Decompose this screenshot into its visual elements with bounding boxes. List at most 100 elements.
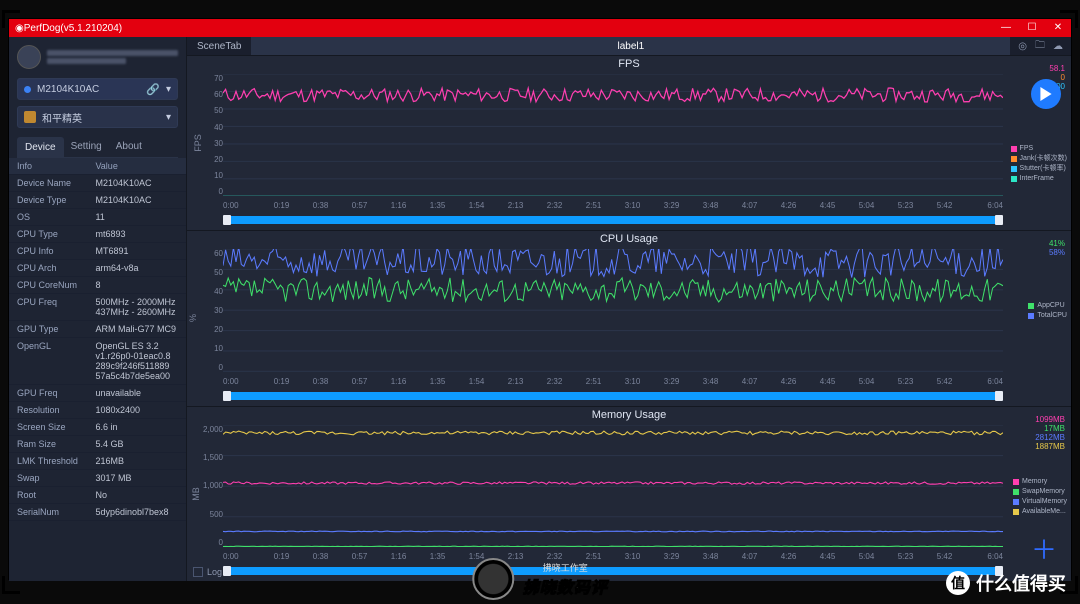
col-info: Info [9, 158, 87, 175]
x-ticks: 0:000:190:380:571:161:351:542:132:322:51… [223, 377, 1003, 386]
device-selector-label: M2104K10AC [37, 84, 99, 95]
watermark: 值 什么值得买 [946, 570, 1066, 596]
badge-line1: 拂晓工作室 [523, 561, 608, 574]
panel-cpu: CPU Usage%60504030201000:000:190:380:571… [187, 230, 1071, 405]
y-axis-label: % [188, 314, 198, 322]
info-key: CPU Type [9, 226, 87, 243]
checkbox-icon [193, 567, 203, 577]
table-row: Resolution1080x2400 [9, 402, 186, 419]
slider-handle-left[interactable] [223, 215, 231, 225]
info-key: LMK Threshold [9, 453, 87, 470]
table-row: CPU CoreNum8 [9, 277, 186, 294]
slider-handle-right[interactable] [995, 391, 1003, 401]
log-checkbox[interactable]: Log [193, 567, 222, 577]
link-icon[interactable]: 🔗 [146, 83, 160, 96]
table-row: CPU InfoMT6891 [9, 243, 186, 260]
info-value: M2104K10AC [87, 192, 186, 209]
info-value: M2104K10AC [87, 175, 186, 192]
chart-title: CPU Usage [187, 233, 1071, 245]
chart-plot[interactable] [223, 425, 1003, 547]
app-selector-label: 和平精英 [42, 110, 82, 125]
table-row: Screen Size6.6 in [9, 419, 186, 436]
user-block [9, 37, 186, 75]
time-range-slider[interactable] [223, 216, 1003, 224]
table-row: CPU Freq500MHz - 2000MHz437MHz - 2600MHz [9, 294, 186, 321]
info-value: No [87, 487, 186, 504]
chart-legend: MemorySwapMemoryVirtualMemoryAvailableMe… [1013, 477, 1067, 517]
chart-readout: 41%58% [1049, 239, 1065, 257]
tab-about[interactable]: About [109, 137, 149, 157]
app-selector[interactable]: 和平精英 ▾ [17, 106, 178, 128]
cloud-icon[interactable]: ☁ [1053, 41, 1063, 52]
locate-icon[interactable]: ◎ [1018, 41, 1027, 52]
maximize-button[interactable]: ☐ [1019, 19, 1045, 37]
info-key: OS [9, 209, 87, 226]
y-ticks: 706050403020100 [199, 74, 223, 196]
content-tools: ◎ 🗀 ☁ [1010, 37, 1071, 55]
slider-handle-left[interactable] [223, 566, 231, 576]
chart-plot[interactable] [223, 74, 1003, 196]
x-ticks: 0:000:190:380:571:161:351:542:132:322:51… [223, 201, 1003, 210]
app-window: ◉ PerfDog(v5.1.210204) — ☐ ✕ M2104K10AC … [8, 18, 1072, 580]
watermark-circle: 值 [946, 571, 970, 595]
label-tab[interactable]: label1 [252, 37, 1010, 55]
time-range-slider[interactable] [223, 567, 1003, 575]
info-value: arm64-v8a [87, 260, 186, 277]
tab-device[interactable]: Device [17, 137, 64, 157]
info-value: mt6893 [87, 226, 186, 243]
charts: ＋ FPSFPS7060504030201000:000:190:380:571… [187, 55, 1071, 581]
info-key: GPU Freq [9, 385, 87, 402]
center-badge: 拂晓工作室 拂晓数码评 [472, 558, 607, 600]
info-key: GPU Type [9, 321, 87, 338]
info-key: Screen Size [9, 419, 87, 436]
slider-handle-left[interactable] [223, 391, 231, 401]
table-row: SerialNum5dyp6dinobl7bex8 [9, 504, 186, 521]
chevron-down-icon: ▾ [166, 84, 171, 95]
info-key: OpenGL [9, 338, 87, 385]
info-value: 500MHz - 2000MHz437MHz - 2600MHz [87, 294, 186, 321]
tab-setting[interactable]: Setting [64, 137, 109, 157]
y-ticks: 6050403020100 [199, 249, 223, 371]
watermark-text: 什么值得买 [976, 570, 1066, 596]
table-row: Device TypeM2104K10AC [9, 192, 186, 209]
table-row: CPU Typemt6893 [9, 226, 186, 243]
info-key: Ram Size [9, 436, 87, 453]
info-key: Device Type [9, 192, 87, 209]
content-tabs: SceneTab label1 ◎ 🗀 ☁ [187, 37, 1071, 55]
add-chart-button[interactable]: ＋ [1031, 530, 1057, 567]
close-button[interactable]: ✕ [1045, 19, 1071, 37]
device-selector[interactable]: M2104K10AC 🔗 ▾ [17, 78, 178, 100]
info-key: Resolution [9, 402, 87, 419]
play-button[interactable] [1031, 79, 1061, 109]
app-logo-icon: ◉ [15, 23, 24, 34]
device-info-table: Info Value Device NameM2104K10ACDevice T… [9, 158, 186, 581]
y-ticks: 2,0001,5001,0005000 [199, 425, 223, 547]
minimize-button[interactable]: — [993, 19, 1019, 37]
info-key: CPU Info [9, 243, 87, 260]
badge-line2: 拂晓数码评 [523, 574, 608, 598]
info-key: CPU Arch [9, 260, 87, 277]
table-row: OpenGLOpenGL ES 3.2v1.r26p0-01eac0.8289c… [9, 338, 186, 385]
info-key: Device Name [9, 175, 87, 192]
avatar[interactable] [17, 45, 41, 69]
info-value: 3017 MB [87, 470, 186, 487]
folder-icon[interactable]: 🗀 [1035, 38, 1045, 55]
chart-title: FPS [187, 58, 1071, 70]
chart-plot[interactable] [223, 249, 1003, 371]
info-value: unavailable [87, 385, 186, 402]
info-value: ARM Mali-G77 MC9 [87, 321, 186, 338]
info-value: MT6891 [87, 243, 186, 260]
table-row: Ram Size5.4 GB [9, 436, 186, 453]
chevron-down-icon: ▾ [166, 112, 171, 123]
table-row: GPU TypeARM Mali-G77 MC9 [9, 321, 186, 338]
info-key: CPU Freq [9, 294, 87, 321]
slider-handle-right[interactable] [995, 215, 1003, 225]
info-value: 216MB [87, 453, 186, 470]
chart-title: Memory Usage [187, 409, 1071, 421]
table-row: RootNo [9, 487, 186, 504]
table-row: GPU Frequnavailable [9, 385, 186, 402]
col-value: Value [87, 158, 186, 175]
scene-tab[interactable]: SceneTab [187, 37, 252, 55]
user-name-redacted [47, 48, 178, 66]
time-range-slider[interactable] [223, 392, 1003, 400]
